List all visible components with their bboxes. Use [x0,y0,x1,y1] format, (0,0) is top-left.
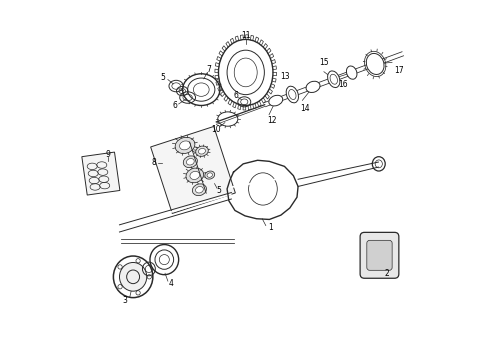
Text: 16: 16 [338,81,347,90]
Ellipse shape [306,81,320,93]
Ellipse shape [205,171,215,179]
Text: 11: 11 [241,31,250,40]
Polygon shape [150,126,235,213]
Ellipse shape [207,173,213,177]
Text: 5: 5 [161,73,166,82]
Ellipse shape [175,137,195,153]
Ellipse shape [120,262,147,291]
Text: 8: 8 [151,158,156,167]
Text: 5: 5 [217,185,221,194]
Bar [82,152,120,195]
Ellipse shape [193,184,206,195]
Ellipse shape [186,168,203,183]
Text: 6: 6 [234,90,239,99]
Ellipse shape [328,71,340,87]
Text: 7: 7 [207,65,212,74]
Text: 17: 17 [394,66,404,75]
FancyBboxPatch shape [360,232,399,278]
Text: 9: 9 [105,150,110,159]
Ellipse shape [190,171,199,180]
Text: 14: 14 [300,104,310,113]
Text: 10: 10 [211,125,220,134]
Ellipse shape [330,74,338,84]
Text: 12: 12 [267,116,276,125]
FancyBboxPatch shape [367,240,392,270]
Text: 1: 1 [268,223,272,232]
Ellipse shape [198,148,205,154]
Ellipse shape [187,158,194,165]
Ellipse shape [196,186,203,193]
Text: 3: 3 [122,296,127,305]
Ellipse shape [183,156,197,168]
Ellipse shape [196,146,208,156]
Ellipse shape [367,53,384,75]
Text: 15: 15 [319,58,329,67]
Ellipse shape [289,90,296,99]
Ellipse shape [180,141,191,150]
Text: 4: 4 [169,279,173,288]
Ellipse shape [286,86,298,103]
Text: 6: 6 [172,101,177,110]
Ellipse shape [346,66,357,79]
Text: 2: 2 [384,269,389,278]
Ellipse shape [269,95,283,106]
Text: 13: 13 [280,72,290,81]
